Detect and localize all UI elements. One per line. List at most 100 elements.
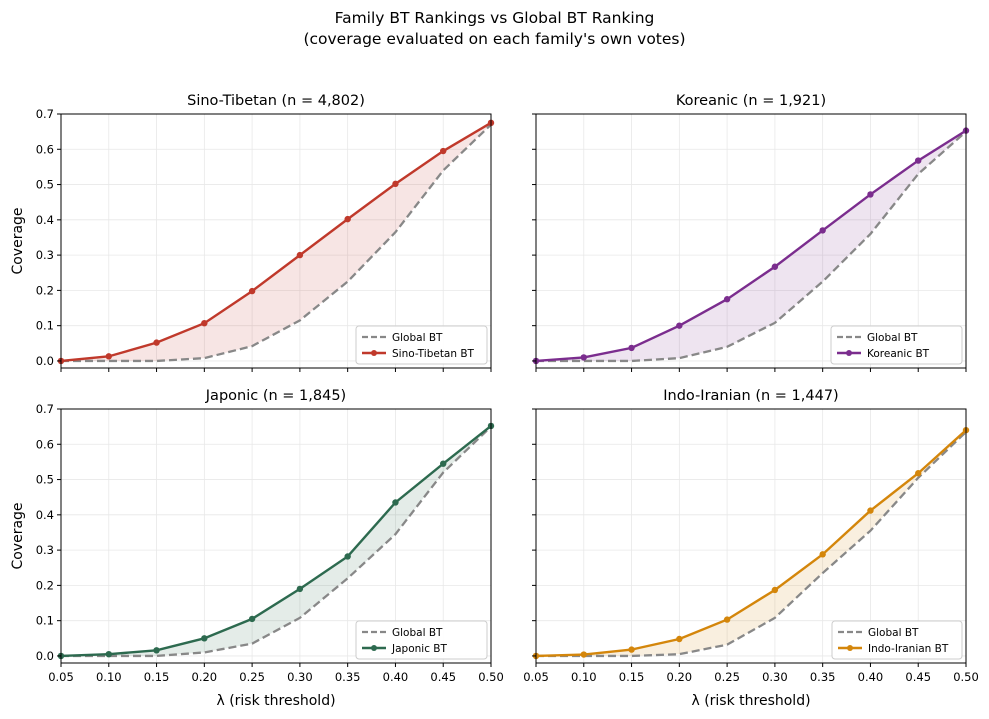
y-tick-label: 0.5 bbox=[36, 473, 54, 487]
x-tick-label: 0.25 bbox=[714, 670, 740, 684]
legend-marker-family-bt bbox=[371, 645, 377, 651]
data-point bbox=[867, 507, 874, 514]
coverage-gap-area bbox=[61, 425, 491, 656]
legend-box bbox=[830, 325, 963, 365]
axes-frame bbox=[535, 113, 967, 369]
data-point bbox=[344, 215, 351, 223]
y-tick-label: 0.1 bbox=[36, 614, 54, 628]
data-point bbox=[723, 616, 731, 623]
x-tick-label: 0.40 bbox=[858, 670, 884, 684]
axes-frame bbox=[60, 408, 492, 664]
legend-marker-family-bt bbox=[847, 645, 853, 651]
data-point bbox=[915, 157, 922, 164]
data-point bbox=[201, 319, 208, 327]
y-tick-label: 0.3 bbox=[36, 248, 54, 262]
axes-frame bbox=[60, 113, 492, 369]
x-tick-label: 0.05 bbox=[48, 670, 74, 684]
x-tick-label: 0.30 bbox=[287, 670, 313, 684]
subplot-2: Koreanic (n = 1,921) Global BT Koreanic BT bbox=[532, 93, 970, 372]
data-point bbox=[105, 353, 112, 360]
y-tick-label: 0.7 bbox=[36, 107, 54, 121]
coverage-gap-area bbox=[536, 130, 966, 361]
subplot-4: 0.05 0.10 0.15 0.20 0.25 0.30 0.35 0.40 0.45 0.50… bbox=[523, 388, 979, 709]
legend-box bbox=[355, 325, 488, 365]
y-tick-label: 0.3 bbox=[36, 543, 54, 557]
legend: Global BT Indo-Iranian BT bbox=[831, 620, 963, 660]
data-point bbox=[392, 499, 399, 506]
legend-label-family-bt: Sino-Tibetan BT bbox=[392, 348, 475, 360]
data-point bbox=[819, 227, 826, 234]
series-line-family-bt bbox=[60, 424, 492, 658]
legend-label-family-bt: Indo-Iranian BT bbox=[868, 643, 949, 655]
y-tick-label: 0.5 bbox=[36, 178, 54, 192]
data-point bbox=[819, 551, 826, 558]
data-point bbox=[771, 586, 779, 594]
subplot-title: Indo-Iranian (n = 1,447) bbox=[663, 388, 838, 404]
subplot-title: Koreanic (n = 1,921) bbox=[676, 93, 826, 109]
series-line-family-bt bbox=[535, 429, 967, 658]
y-tick-label: 0.2 bbox=[36, 578, 54, 592]
data-point bbox=[344, 553, 351, 560]
x-tick-label: 0.20 bbox=[667, 670, 693, 684]
legend-label-family-bt: Koreanic BT bbox=[867, 348, 930, 360]
y-tick-label: 0.7 bbox=[36, 402, 54, 416]
x-tick-label: 0.50 bbox=[478, 670, 504, 684]
data-point bbox=[440, 460, 447, 467]
y-tick-label: 0.6 bbox=[36, 437, 54, 451]
data-point bbox=[248, 615, 256, 623]
data-point bbox=[296, 585, 304, 593]
figure-title: Family BT Rankings vs Global BT Ranking bbox=[334, 9, 655, 27]
coverage-gap-area bbox=[61, 122, 491, 361]
y-tick-label: 0.2 bbox=[36, 283, 54, 297]
legend: Global BT Koreanic BT bbox=[830, 325, 963, 365]
data-point bbox=[580, 651, 587, 658]
y-tick-label: 0.4 bbox=[36, 213, 54, 227]
legend-marker-family-bt bbox=[371, 350, 377, 356]
x-tick-label: 0.25 bbox=[239, 670, 265, 684]
subplot-title: Japonic (n = 1,845) bbox=[205, 388, 346, 404]
legend-label-global-bt: Global BT bbox=[868, 627, 919, 639]
x-tick-label: 0.35 bbox=[335, 670, 361, 684]
x-tick-label: 0.20 bbox=[192, 670, 218, 684]
x-tick-label: 0.45 bbox=[905, 670, 931, 684]
x-tick-label: 0.15 bbox=[619, 670, 645, 684]
y-tick-label: 0.4 bbox=[36, 508, 54, 522]
coverage-gap-area bbox=[536, 430, 966, 656]
data-point bbox=[723, 296, 731, 303]
series-line-global-bt bbox=[61, 425, 492, 658]
data-point bbox=[296, 251, 304, 259]
x-tick-label: 0.10 bbox=[571, 670, 597, 684]
x-tick-label: 0.05 bbox=[523, 670, 549, 684]
legend-marker-family-bt bbox=[846, 350, 852, 356]
data-point bbox=[915, 470, 922, 477]
data-point bbox=[392, 180, 399, 188]
x-tick-label: 0.50 bbox=[953, 670, 979, 684]
x-axis-label: λ (risk threshold) bbox=[216, 693, 335, 709]
data-point bbox=[676, 635, 683, 643]
series-line-global-bt bbox=[536, 431, 967, 658]
y-tick-label: 0.1 bbox=[36, 319, 54, 333]
y-axis-label: Coverage bbox=[10, 207, 26, 274]
series-line-global-bt bbox=[61, 123, 492, 363]
legend: Global BT Japonic BT bbox=[355, 620, 488, 660]
series-line-global-bt bbox=[536, 130, 967, 363]
series-line-family-bt bbox=[535, 129, 967, 363]
legend-label-global-bt: Global BT bbox=[867, 332, 918, 344]
data-point bbox=[580, 354, 587, 361]
axes-frame bbox=[535, 408, 967, 664]
legend-label-global-bt: Global BT bbox=[392, 627, 443, 639]
y-tick-label: 0.0 bbox=[36, 354, 54, 368]
y-axis-label: Coverage bbox=[10, 502, 26, 569]
data-point bbox=[628, 646, 635, 653]
data-point bbox=[440, 147, 447, 155]
legend-label-global-bt: Global BT bbox=[392, 332, 443, 344]
data-point bbox=[628, 344, 635, 352]
subplot-3: 0.05 0.10 0.15 0.20 0.25 0.30 0.35 0.40 0.45 0.50… bbox=[10, 388, 504, 709]
x-tick-label: 0.40 bbox=[383, 670, 409, 684]
data-point bbox=[676, 322, 683, 329]
data-point bbox=[867, 191, 874, 198]
series-line-family-bt bbox=[60, 121, 492, 363]
legend-label-family-bt: Japonic BT bbox=[391, 643, 448, 655]
data-point bbox=[248, 287, 256, 295]
